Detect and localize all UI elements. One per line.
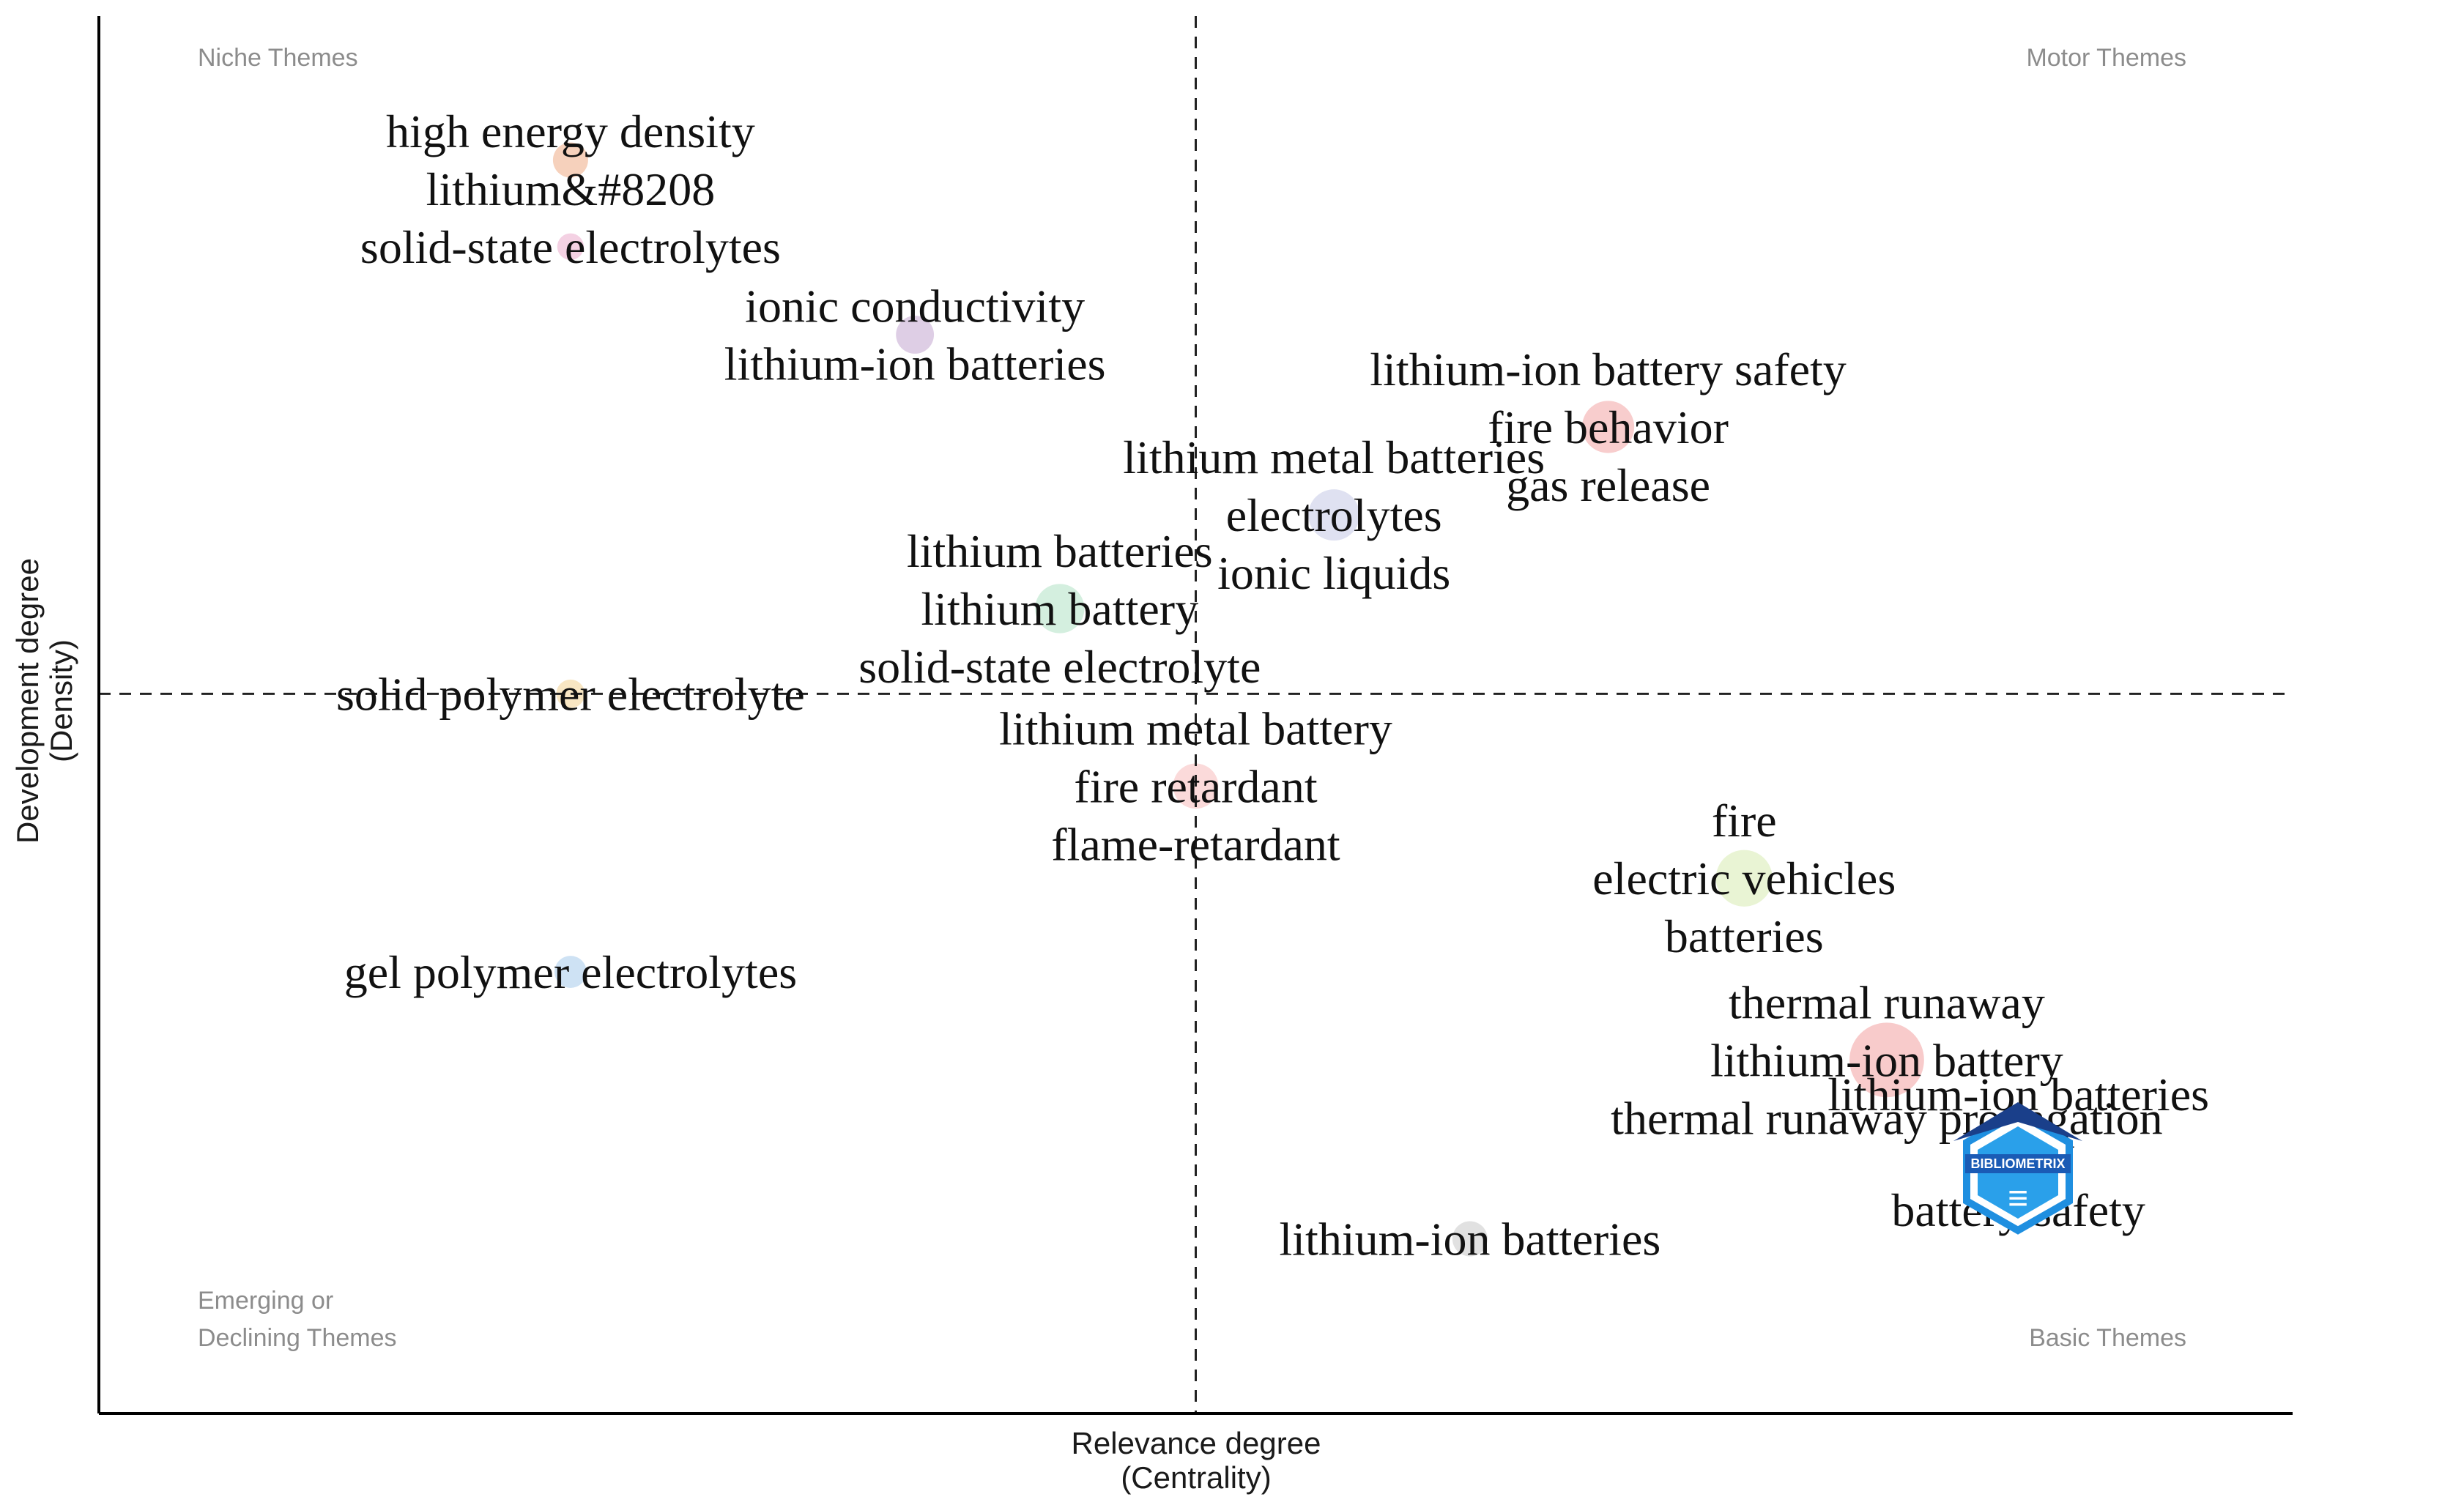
cluster-bubble[interactable] <box>1308 489 1360 541</box>
cluster-label: fire <box>1712 795 1777 847</box>
cluster-label: solid polymer electrolyte <box>336 668 805 720</box>
cluster-label: high energy density <box>386 105 755 157</box>
cluster-label: lithium batteries <box>907 525 1213 577</box>
cluster-bubble[interactable] <box>552 142 588 178</box>
cluster-bubble[interactable] <box>556 679 585 708</box>
cluster-label: ionic liquids <box>1217 547 1450 599</box>
cluster-bubble[interactable] <box>1452 1221 1488 1257</box>
cluster-label: lithium metal battery <box>999 702 1392 754</box>
quadrant-label-emerging-line2: Declining Themes <box>198 1324 397 1352</box>
cluster-bubble[interactable] <box>1581 401 1635 453</box>
cluster-label: lithium battery <box>921 583 1199 635</box>
cluster-label: fire retardant <box>1074 760 1317 812</box>
cluster-label: lithium-ion battery <box>1710 1034 2063 1086</box>
cluster-label: lithium-ion battery safety <box>1370 343 1847 395</box>
cluster-label: solid-state electrolyte <box>858 641 1261 693</box>
cluster-bubble[interactable] <box>1849 1022 1924 1098</box>
axes <box>97 16 2293 1415</box>
cluster-label: lithium metal batteries <box>1123 431 1545 483</box>
cluster-label: fire behavior <box>1488 401 1729 453</box>
cluster-label: gel polymer electrolytes <box>344 946 797 998</box>
cluster-label: solid-state electrolytes <box>360 221 781 273</box>
bibliometrix-logo-roof <box>1953 1102 2082 1141</box>
bibliometrix-logo-glyph: ≡ <box>2008 1179 2028 1218</box>
cluster-label: batteries <box>1665 910 1824 962</box>
bibliometrix-logo: BIBLIOMETRIX ≡ <box>1953 1102 2082 1235</box>
cluster-bubble[interactable] <box>554 956 587 988</box>
x-axis-subtitle: (Centrality) <box>1121 1460 1271 1495</box>
cluster-bubble[interactable] <box>1715 850 1773 907</box>
cluster-label: electric vehicles <box>1592 852 1896 904</box>
y-axis-subtitle: (Density) <box>44 639 78 762</box>
quadrant-label-basic: Basic Themes <box>2029 1324 2186 1352</box>
cluster-label: lithium-ion batteries <box>724 338 1106 390</box>
bibliometrix-logo-banner <box>1965 1154 2071 1173</box>
cluster-label: flame-retardant <box>1051 818 1340 870</box>
cluster-label: lithium&#8208 <box>426 163 716 215</box>
quadrant-label-niche: Niche Themes <box>198 44 358 72</box>
cluster-label: gas release <box>1506 459 1710 511</box>
cluster-label-layer: high energy density lithium&#8208 solid-st… <box>336 105 2209 1265</box>
cluster-bubble[interactable] <box>557 233 585 260</box>
quadrant-label-motor: Motor Themes <box>2026 44 2186 72</box>
cluster-label: lithium-ion batteries <box>1279 1214 1660 1266</box>
quadrant-label-emerging-line1: Emerging or <box>198 1287 333 1315</box>
mean-reference-lines <box>99 16 2293 1413</box>
cluster-bubble[interactable] <box>1035 584 1085 633</box>
bibliometrix-logo-text: BIBLIOMETRIX <box>1971 1156 2066 1171</box>
cluster-label: electrolytes <box>1226 489 1442 541</box>
y-axis-title: Development degree <box>10 558 45 844</box>
cluster-label: ionic conductivity <box>745 280 1085 332</box>
quadrant-labels: Niche Themes Motor Themes Emerging or De… <box>198 44 2186 1352</box>
cluster-label: thermal runaway <box>1729 976 2045 1028</box>
axis-titles: Relevance degree (Centrality) Developmen… <box>10 558 1321 1495</box>
cluster-bubble[interactable] <box>896 316 935 354</box>
x-axis-title: Relevance degree <box>1072 1426 1321 1460</box>
